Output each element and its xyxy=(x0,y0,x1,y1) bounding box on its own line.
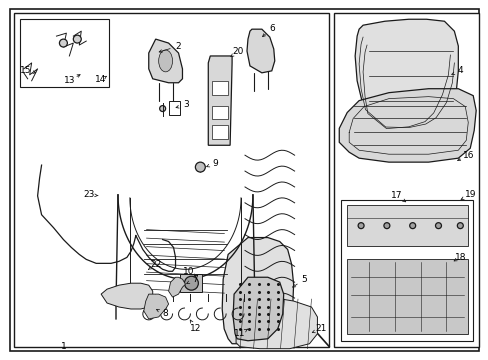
Text: 18: 18 xyxy=(454,253,465,262)
Ellipse shape xyxy=(158,50,172,72)
Polygon shape xyxy=(168,277,185,297)
Text: 10: 10 xyxy=(183,267,194,276)
Circle shape xyxy=(184,276,198,290)
Polygon shape xyxy=(208,56,232,145)
Text: 1: 1 xyxy=(61,342,66,351)
Bar xyxy=(334,13,478,347)
Text: 8: 8 xyxy=(163,310,168,319)
Text: 5: 5 xyxy=(301,275,307,284)
Text: 6: 6 xyxy=(268,24,274,33)
Text: 14: 14 xyxy=(95,75,106,84)
Text: 19: 19 xyxy=(464,190,475,199)
Circle shape xyxy=(456,223,462,229)
Text: 7: 7 xyxy=(192,275,198,284)
Text: 3: 3 xyxy=(183,100,189,109)
Circle shape xyxy=(160,105,165,112)
Bar xyxy=(20,19,109,87)
Polygon shape xyxy=(339,89,475,162)
Bar xyxy=(212,81,228,95)
Circle shape xyxy=(60,39,67,47)
Polygon shape xyxy=(246,29,274,73)
Circle shape xyxy=(383,223,389,229)
Text: 16: 16 xyxy=(462,151,473,160)
Polygon shape xyxy=(236,297,317,349)
Bar xyxy=(346,260,468,334)
Bar xyxy=(14,13,328,347)
Circle shape xyxy=(435,223,441,229)
Polygon shape xyxy=(101,283,152,309)
Bar xyxy=(341,200,472,341)
Text: 4: 4 xyxy=(457,66,462,75)
Bar xyxy=(212,125,228,139)
Text: 22: 22 xyxy=(150,260,161,269)
Text: 21: 21 xyxy=(315,324,326,333)
Text: 9: 9 xyxy=(212,159,218,168)
Circle shape xyxy=(73,35,81,43)
Bar xyxy=(168,100,180,114)
Bar xyxy=(212,105,228,120)
Polygon shape xyxy=(143,294,168,319)
Text: 20: 20 xyxy=(232,46,243,55)
Text: 12: 12 xyxy=(189,324,201,333)
Circle shape xyxy=(357,223,364,229)
Text: 15: 15 xyxy=(20,66,31,75)
Text: 23: 23 xyxy=(83,190,95,199)
Circle shape xyxy=(409,223,415,229)
Polygon shape xyxy=(222,238,293,344)
Text: 2: 2 xyxy=(175,41,181,50)
Text: 17: 17 xyxy=(390,192,402,201)
Text: 11: 11 xyxy=(234,329,245,338)
Circle shape xyxy=(195,162,205,172)
Polygon shape xyxy=(354,19,457,129)
Bar xyxy=(180,274,202,292)
Bar xyxy=(346,205,468,247)
Polygon shape xyxy=(148,39,182,83)
Text: 13: 13 xyxy=(63,76,75,85)
Polygon shape xyxy=(233,277,283,341)
